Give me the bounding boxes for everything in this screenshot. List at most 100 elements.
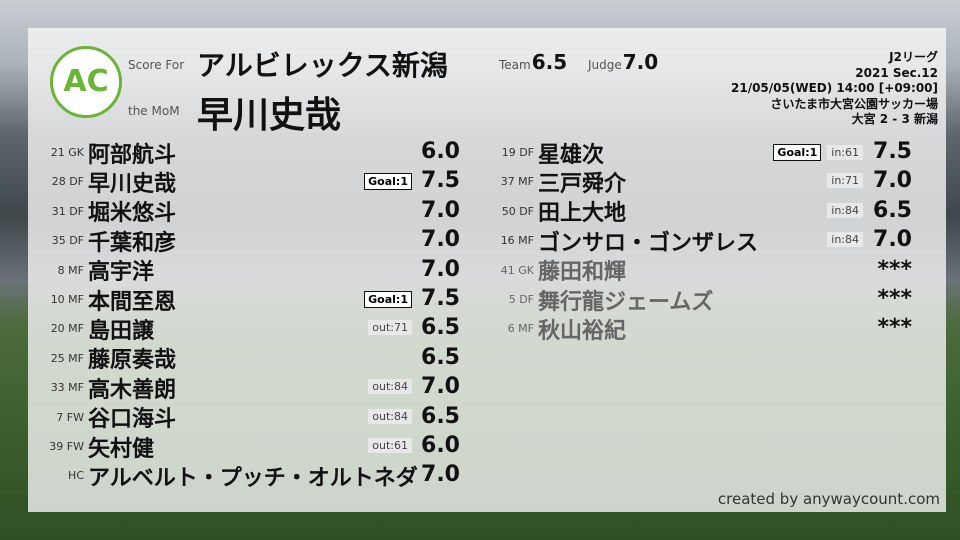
player-row: 19 DF 星雄次 [478, 138, 605, 168]
player-score: *** [877, 286, 912, 311]
player-row: 5 DF 舞行龍ジェームズ [478, 285, 714, 315]
player-score: 6.5 [421, 315, 460, 341]
player-position: HC [68, 469, 84, 483]
player-badges: out:71 [368, 320, 412, 336]
player-position: 37 MF [500, 175, 534, 189]
sub-badge: in:71 [827, 173, 863, 189]
player-position: 7 FW [56, 410, 84, 424]
mom-label: the MoM [128, 104, 180, 118]
player-name: アルベルト・プッチ・オルトネダ [88, 465, 418, 491]
section: 2021 Sec.12 [855, 65, 938, 80]
player-row: 16 MF ゴンサロ・ゴンザレス [478, 226, 759, 256]
sub-badge: in:84 [827, 202, 863, 218]
player-name: 高木善朗 [88, 377, 177, 403]
credit: created by anywaycount.com [717, 490, 940, 508]
result: 大宮 2 - 3 新潟 [851, 112, 938, 126]
player-row: 31 DF 堀米悠斗 [28, 197, 176, 226]
player-badges: out:84 [368, 408, 412, 424]
team-score-value: 6.5 [531, 50, 568, 74]
player-score: 7.5 [873, 139, 912, 164]
sub-badge: out:84 [368, 379, 412, 395]
player-name: 星雄次 [538, 142, 605, 168]
player-score: 6.0 [421, 433, 460, 458]
logo-text: AC [63, 64, 109, 99]
sub-badge: out:61 [368, 438, 412, 453]
player-score: 7.0 [421, 374, 460, 400]
player-position: 21 GK [50, 146, 84, 159]
player-row: 50 DF 田上大地 [478, 197, 626, 226]
player-badges: Goal:1 [364, 173, 412, 191]
judge-score-label: Judge [588, 58, 622, 72]
player-score: 7.0 [421, 256, 460, 282]
score-panel [28, 28, 946, 512]
player-row: 39 FW 矢村健 [28, 432, 155, 462]
sub-badge: out:71 [368, 320, 412, 336]
player-position: 6 MF [507, 322, 534, 336]
player-score: 6.5 [873, 197, 912, 223]
player-score: *** [877, 256, 912, 282]
player-position: 8 MF [57, 263, 84, 277]
datetime: 21/05/05(WED) 14:00 [+09:00] [731, 81, 938, 95]
player-score: 7.0 [421, 462, 460, 488]
player-row: 10 MF 本間至恩 [28, 285, 177, 315]
goal-badge: Goal:1 [364, 291, 412, 308]
team-name: アルビレックス新潟 [197, 49, 448, 82]
goal-badge: Goal:1 [773, 144, 822, 161]
player-position: 5 DF [508, 293, 534, 306]
sub-badge: out:84 [368, 408, 412, 424]
player-badges: out:84 [368, 379, 412, 395]
player-badges: in:84 [827, 202, 863, 218]
player-position: 25 MF [50, 351, 84, 365]
goal-badge: Goal:1 [364, 173, 412, 191]
player-score: 7.5 [421, 286, 460, 311]
player-score: 7.0 [873, 227, 912, 253]
player-position: 50 DF [501, 204, 534, 218]
player-name: 三戸舜介 [538, 171, 627, 197]
player-name: 島田譲 [88, 318, 155, 344]
mom-name: 早川史哉 [197, 95, 342, 136]
player-row: 35 DF 千葉和彦 [28, 226, 176, 256]
player-score: 7.5 [421, 168, 460, 194]
player-row: 7 FW 谷口海斗 [28, 403, 176, 432]
player-position: 10 MF [50, 293, 84, 306]
anywaycount-logo: AC [50, 46, 122, 118]
player-name: 早川史哉 [88, 171, 177, 197]
player-badges: Goal:1 in:61 [773, 144, 863, 161]
player-score: 7.0 [421, 227, 460, 253]
player-name: 秋山裕紀 [538, 318, 627, 344]
player-name: ゴンサロ・ゴンザレス [538, 230, 759, 256]
player-name: 矢村健 [88, 436, 155, 462]
player-row: 25 MF 藤原奏哉 [28, 344, 176, 373]
player-position: 35 DF [51, 234, 84, 248]
sub-badge: in:84 [827, 232, 863, 248]
player-row: 28 DF 早川史哉 [28, 167, 177, 197]
player-name: 藤原奏哉 [88, 348, 177, 374]
player-position: 33 MF [50, 381, 84, 395]
player-name: 谷口海斗 [88, 407, 177, 433]
player-badges: out:61 [368, 438, 412, 453]
player-badges: in:71 [827, 173, 863, 189]
player-row: 6 MF 秋山裕紀 [478, 314, 627, 344]
player-name: 田上大地 [538, 201, 627, 227]
player-score: *** [877, 315, 912, 341]
sub-badge: in:61 [827, 145, 863, 160]
player-position: 41 GK [500, 263, 534, 277]
player-row: 8 MF 高宇洋 [28, 256, 154, 285]
judge-score: Judge7.0 [588, 50, 658, 74]
player-badges: Goal:1 [364, 291, 412, 308]
player-name: 藤田和輝 [538, 260, 627, 286]
player-position: 20 MF [50, 322, 84, 336]
player-name: 阿部航斗 [88, 142, 177, 168]
player-name: 本間至恩 [88, 289, 177, 315]
player-position: 39 FW [49, 440, 84, 453]
player-position: 31 DF [51, 204, 84, 218]
player-score: 6.0 [421, 139, 460, 164]
player-row: 21 GK 阿部航斗 [28, 138, 177, 168]
player-score: 6.5 [421, 344, 460, 370]
player-row: 33 MF 高木善朗 [28, 373, 177, 403]
judge-score-value: 7.0 [622, 50, 659, 74]
player-position: 16 MF [500, 234, 534, 248]
player-score: 6.5 [421, 403, 460, 429]
player-row: 20 MF 島田譲 [28, 314, 155, 344]
match-info: J2リーグ 2021 Sec.12 21/05/05(WED) 14:00 [+… [731, 50, 938, 128]
